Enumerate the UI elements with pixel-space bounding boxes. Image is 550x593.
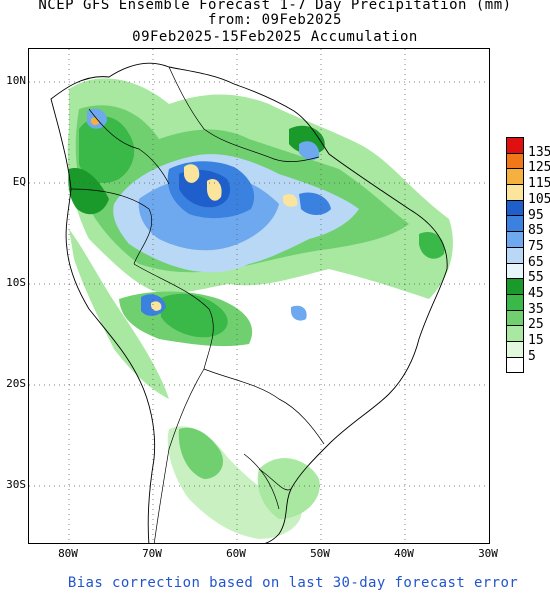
lon-label-70w: 70W: [142, 547, 162, 560]
legend-swatch: [506, 137, 524, 153]
lat-label-10s: 10S: [6, 276, 26, 289]
lat-label-30s: 30S: [6, 478, 26, 491]
precip-dark-west: [68, 168, 109, 215]
chart-subtitle-from: from: 09Feb2025: [208, 12, 342, 28]
lon-label-50w: 50W: [310, 547, 330, 560]
precip-yellow-3: [283, 194, 298, 207]
legend-label: 95: [528, 207, 544, 223]
lat-label-20s: 20S: [6, 377, 26, 390]
map-gridlines: [29, 49, 489, 543]
footer-note: Bias correction based on last 30-day for…: [67, 575, 519, 591]
lon-label-60w: 60W: [226, 547, 246, 560]
lon-label-80w: 80W: [58, 547, 78, 560]
legend-swatch: [506, 293, 524, 310]
legend-label: 75: [528, 238, 544, 254]
precip-blue-ne: [299, 192, 331, 215]
legend-label: 5: [528, 348, 536, 364]
legend-label: 125: [528, 160, 550, 176]
legend-label: 35: [528, 301, 544, 317]
legend-label: 65: [528, 254, 544, 270]
legend-swatch: [506, 340, 524, 357]
country-borders: [70, 66, 325, 543]
legend-swatch: [506, 168, 524, 185]
legend-label: 115: [528, 176, 550, 192]
legend-label: 135: [528, 144, 550, 160]
legend-label: 25: [528, 317, 544, 333]
chart-title: NCEP GFS Ensemble Forecast 1-7 Day Preci…: [38, 0, 512, 13]
legend-swatch: [506, 278, 524, 294]
south-america-coastline: [50, 62, 448, 543]
legend-swatch: [506, 184, 524, 200]
lat-label-eq: EQ: [12, 175, 26, 188]
legend-swatch: [506, 325, 524, 341]
precip-mid-far-south: [178, 427, 224, 479]
precip-yellow-1: [184, 164, 200, 183]
chart-subtitle-accumulation: 09Feb2025-15Feb2025 Accumulation: [132, 29, 418, 45]
precip-light-west: [69, 229, 169, 399]
legend-swatch: [506, 231, 524, 247]
legend-swatch: [506, 152, 524, 169]
precip-yellow-4: [151, 301, 162, 311]
precip-yellow-2: [207, 178, 222, 201]
precip-light-southeast: [257, 458, 320, 519]
precip-dark-northwest: [79, 116, 135, 184]
legend-swatch: [506, 309, 524, 326]
legend-label: 85: [528, 223, 544, 239]
precip-dark-central: [159, 293, 228, 338]
legend-swatch: [506, 215, 524, 232]
legend-label: 15: [528, 333, 544, 349]
map-canvas: [29, 49, 489, 543]
legend-label: 45: [528, 286, 544, 301]
legend-swatch: [506, 356, 524, 374]
legend-swatch: [506, 262, 524, 279]
legend-swatch: [506, 199, 524, 216]
precipitation-map: [28, 48, 490, 544]
precip-blue-east: [291, 305, 307, 321]
legend-swatch: [506, 246, 524, 263]
color-legend: [506, 137, 524, 374]
precip-blue-coast: [299, 141, 320, 160]
precip-dark-east: [419, 231, 445, 259]
lon-label-30w: 30W: [478, 547, 498, 560]
lat-label-10n: 10N: [6, 74, 26, 87]
lon-label-40w: 40W: [394, 547, 414, 560]
legend-label: 55: [528, 270, 544, 286]
legend-label: 105: [528, 191, 550, 207]
